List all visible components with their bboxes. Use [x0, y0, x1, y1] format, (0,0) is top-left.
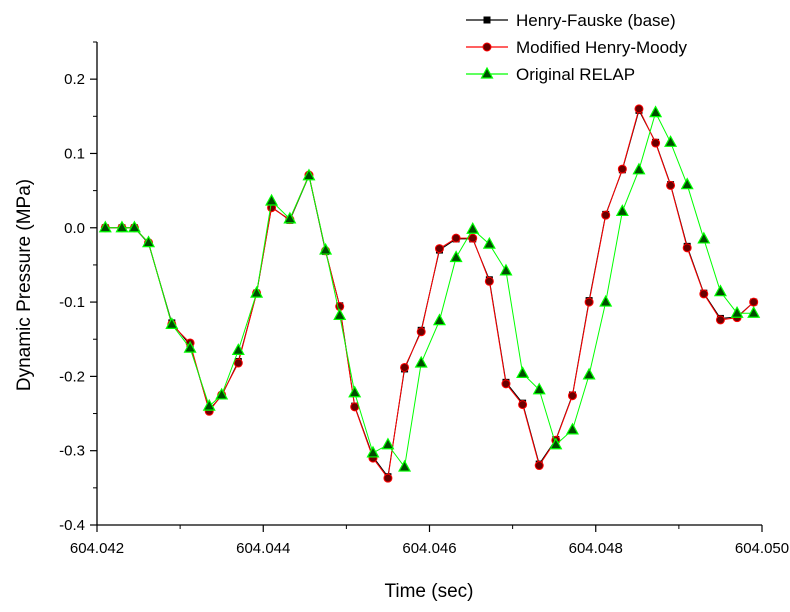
- data-point: [549, 437, 563, 450]
- data-point: [432, 313, 446, 326]
- data-point: [680, 177, 694, 190]
- data-point: [319, 242, 333, 255]
- series-2: [98, 105, 761, 472]
- data-point: [366, 445, 380, 458]
- x-tick-label: 604.042: [70, 540, 124, 557]
- data-point: [582, 367, 596, 380]
- data-point: [516, 366, 530, 379]
- data-point: [699, 289, 709, 299]
- data-point: [202, 398, 216, 411]
- data-point: [414, 355, 428, 368]
- data-point: [127, 220, 141, 233]
- y-tick-label: -0.1: [59, 294, 85, 311]
- data-point: [682, 243, 692, 253]
- axes-layer: 604.042 604.044 604.046 604.048 604.050 -0.4 -…: [59, 41, 789, 557]
- data-point: [617, 164, 627, 174]
- legend-label: Henry-Fauske (base): [516, 11, 676, 30]
- y-tick-label: -0.4: [59, 517, 85, 534]
- data-point: [302, 168, 316, 181]
- data-point: [749, 297, 759, 307]
- y-tick-label: 0.2: [64, 71, 85, 88]
- data-point: [215, 387, 229, 400]
- x-tick-label: 604.048: [569, 540, 623, 557]
- data-point: [466, 222, 480, 234]
- data-point: [634, 104, 644, 114]
- data-point: [265, 193, 279, 206]
- data-point: [747, 305, 761, 318]
- data-point: [599, 294, 613, 307]
- y-tick-label: -0.3: [59, 443, 85, 460]
- data-point: [233, 358, 243, 368]
- data-point: [449, 250, 463, 263]
- legend-item: Original RELAP: [466, 65, 635, 84]
- legend-item: Henry-Fauske (base): [466, 11, 676, 30]
- data-point: [383, 473, 393, 483]
- legend-item: Modified Henry-Moody: [466, 38, 688, 57]
- series-layer: [98, 104, 761, 483]
- data-point: [651, 138, 661, 148]
- data-point: [398, 459, 412, 472]
- data-point: [584, 297, 594, 307]
- data-point: [348, 385, 362, 398]
- data-point: [434, 244, 444, 254]
- data-point: [697, 231, 711, 244]
- data-point: [632, 162, 646, 175]
- data-point: [165, 317, 179, 329]
- data-point: [499, 263, 513, 276]
- legend-label: Modified Henry-Moody: [516, 38, 688, 57]
- series-line: [105, 111, 754, 469]
- data-point: [283, 211, 297, 224]
- data-point: [231, 343, 245, 355]
- data-point: [451, 233, 461, 243]
- data-point: [730, 305, 744, 318]
- data-point: [666, 180, 676, 190]
- data-point: [567, 391, 577, 401]
- data-point: [381, 437, 395, 450]
- data-point: [482, 236, 496, 249]
- x-tick-label: 604.050: [735, 540, 789, 557]
- legend: Henry-Fauske (base) Modified Henry-Moody O…: [466, 11, 688, 84]
- x-tick-label: 604.046: [402, 540, 456, 557]
- series-line: [105, 107, 755, 480]
- data-point: [649, 105, 663, 118]
- y-tick-label: -0.2: [59, 368, 85, 385]
- data-point: [416, 327, 426, 337]
- data-point: [333, 308, 347, 321]
- data-point: [532, 382, 546, 395]
- legend-marker: [480, 66, 494, 79]
- legend-marker: [483, 16, 491, 24]
- y-tick-label: 0.1: [64, 145, 85, 162]
- data-point: [601, 210, 611, 220]
- data-point: [142, 235, 156, 248]
- data-point: [115, 220, 129, 233]
- series-1: [100, 104, 759, 483]
- data-point: [715, 315, 725, 325]
- data-point: [565, 422, 579, 435]
- legend-marker: [482, 42, 492, 52]
- x-tick-label: 604.044: [236, 540, 290, 557]
- legend-label: Original RELAP: [516, 65, 635, 84]
- data-point: [615, 204, 629, 217]
- data-point: [350, 402, 360, 412]
- data-point: [183, 340, 197, 353]
- y-axis-title: Dynamic Pressure (MPa): [14, 179, 35, 391]
- data-point: [250, 285, 264, 298]
- data-point: [664, 135, 678, 147]
- data-point: [534, 461, 544, 471]
- data-point: [501, 379, 511, 389]
- x-axis-title: Time (sec): [384, 581, 473, 602]
- y-tick-label: 0.0: [64, 220, 85, 237]
- data-point: [468, 233, 478, 243]
- data-point: [713, 284, 727, 297]
- data-point: [98, 220, 112, 233]
- data-point: [518, 400, 528, 410]
- data-point: [400, 362, 410, 372]
- data-point: [484, 276, 494, 286]
